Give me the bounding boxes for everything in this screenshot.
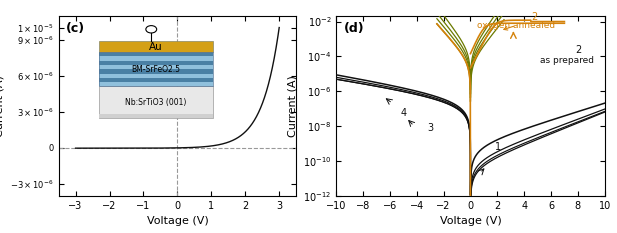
- Text: as prepared: as prepared: [540, 56, 594, 65]
- X-axis label: Voltage (V): Voltage (V): [439, 216, 502, 226]
- Text: 1: 1: [495, 142, 501, 152]
- Text: 2: 2: [531, 12, 537, 22]
- X-axis label: Voltage (V): Voltage (V): [146, 216, 209, 226]
- Text: 2: 2: [575, 45, 581, 55]
- Y-axis label: Current (A): Current (A): [0, 75, 4, 137]
- Text: 3: 3: [428, 123, 434, 133]
- Text: (d): (d): [344, 22, 365, 35]
- Text: 4: 4: [400, 108, 407, 118]
- Text: oxygen annealed: oxygen annealed: [477, 21, 555, 30]
- Text: (c): (c): [66, 22, 85, 35]
- Y-axis label: Current (A): Current (A): [288, 75, 297, 137]
